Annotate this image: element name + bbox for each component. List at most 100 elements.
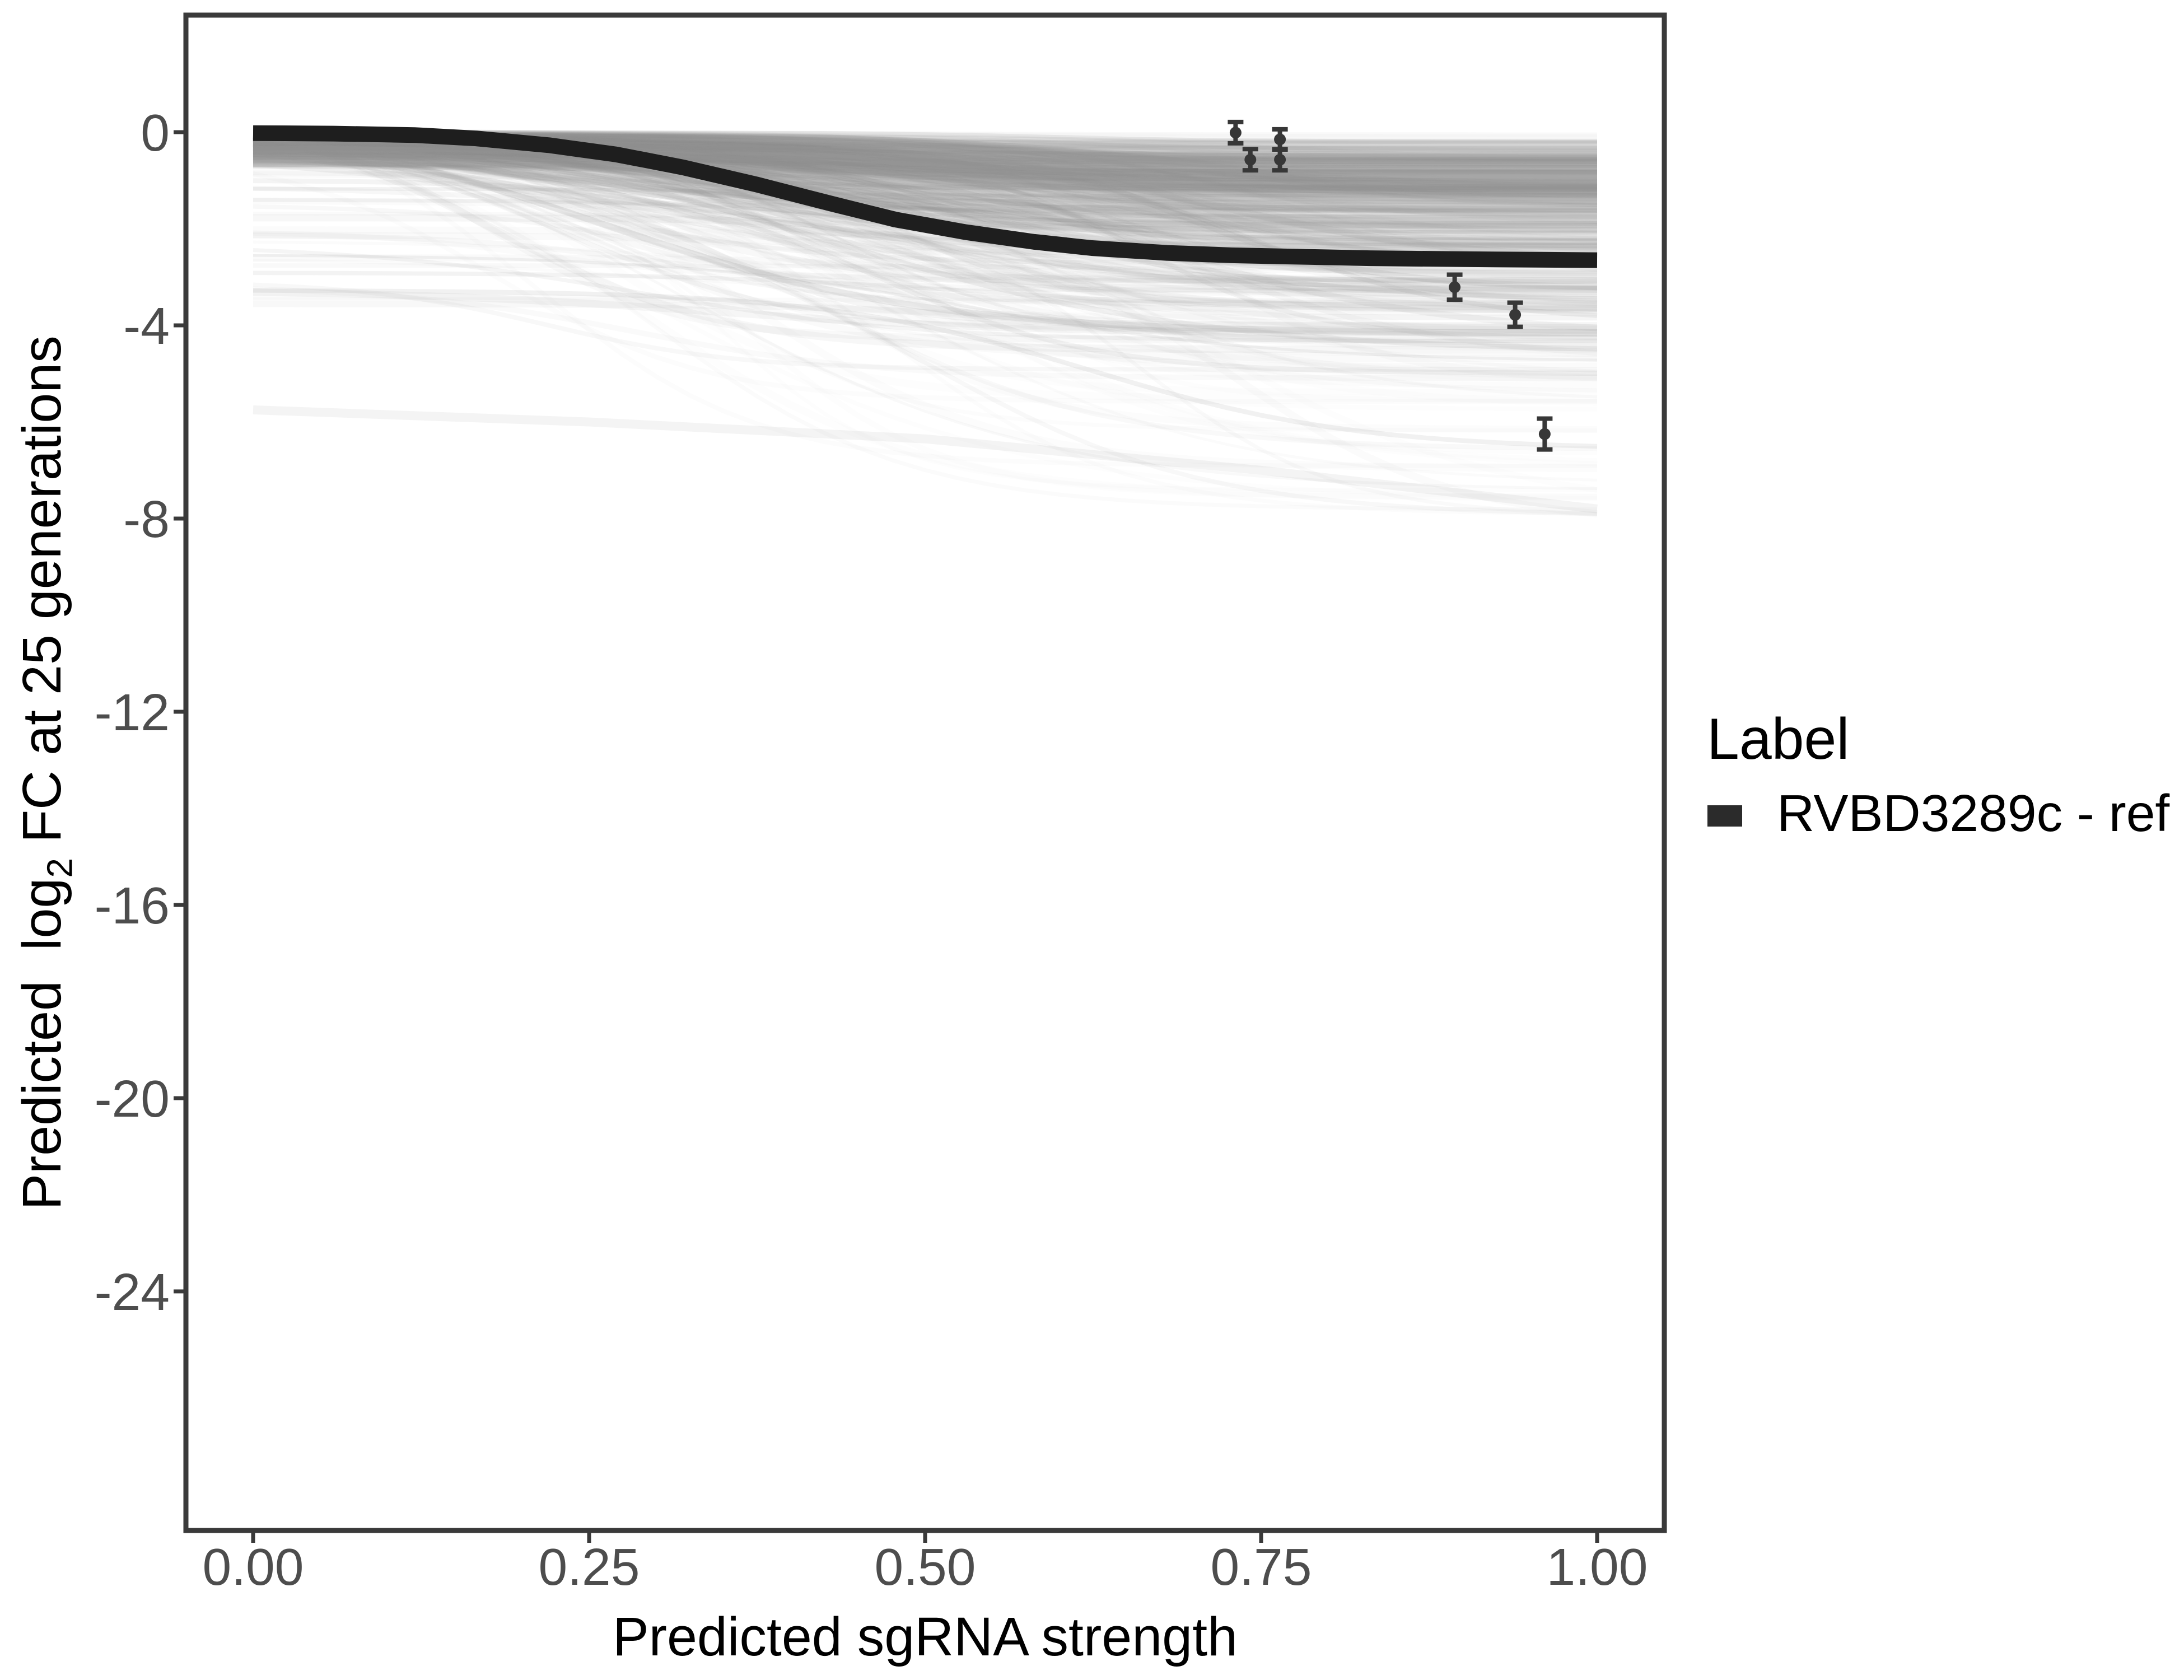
ensemble-curve (253, 156, 1598, 346)
ensemble-curve (253, 142, 1598, 227)
ensemble-curve (253, 143, 1597, 163)
ensemble-curve (253, 144, 1598, 181)
ensemble-curve (253, 139, 1598, 199)
ensemble-curve (253, 158, 1597, 283)
ensemble-curve (253, 145, 1597, 219)
x-tick-label: 0.50 (874, 1538, 976, 1596)
ensemble-curve (253, 158, 1598, 249)
error-bar-point (1507, 300, 1523, 329)
ensemble-curve (253, 148, 1598, 239)
ensemble-curve (253, 142, 1597, 171)
ensemble-curve (253, 138, 1598, 234)
ensemble-curve (253, 152, 1598, 232)
ensemble-curve (253, 133, 1598, 337)
ensemble-curve (253, 138, 1597, 217)
data-point-dot (1538, 428, 1551, 440)
legend-key-line-swatch (1707, 805, 1742, 827)
ensemble-curve (253, 144, 1597, 166)
reference-curve (253, 125, 1598, 268)
ensemble-curve (253, 152, 1598, 284)
ensemble-curve (253, 141, 1598, 183)
ensemble-curve (253, 143, 1598, 169)
legend-title: Label (1707, 707, 1850, 772)
ensemble-curve (253, 153, 1598, 186)
ensemble-curve (253, 174, 1598, 206)
ensemble-curve (253, 143, 1598, 197)
ensemble-curve (253, 150, 1598, 226)
y-tick-label: -20 (95, 1070, 170, 1128)
ensemble-curve (253, 143, 1598, 204)
ensemble-curve (253, 146, 1597, 303)
ensemble-curve (253, 301, 1598, 349)
ensemble-curve (253, 160, 1598, 276)
ensemble-curve (253, 158, 1598, 208)
ensemble-curve (253, 185, 1597, 210)
ensemble-curve (253, 153, 1597, 241)
x-axis-title: Predicted sgRNA strength (612, 1606, 1238, 1667)
ensemble-curve (253, 149, 1598, 208)
ensemble-curve (253, 145, 1597, 181)
ensemble-curve (253, 155, 1597, 201)
ensemble-curve (253, 286, 1597, 381)
ensemble-curve (253, 153, 1598, 205)
ensemble-curve (253, 148, 1597, 179)
error-bar-point (1537, 416, 1553, 452)
ensemble-curve (253, 134, 1597, 200)
ensemble-curve (253, 140, 1597, 197)
outlier-curve (253, 405, 1598, 514)
ensemble-curve (253, 134, 1598, 245)
ensemble-curve (253, 133, 1598, 220)
y-tick-label: -24 (95, 1263, 170, 1321)
ensemble-curve (253, 152, 1597, 174)
data-point-dot (1244, 153, 1257, 166)
ensemble-curve (253, 143, 1598, 188)
y-tick-label: 0 (141, 104, 170, 162)
x-tick-label: 0.25 (538, 1538, 640, 1596)
ensemble-curve (253, 204, 1598, 516)
ensemble-curve (253, 150, 1598, 189)
error-bar-point (1242, 147, 1258, 173)
ensemble-curve (253, 137, 1597, 191)
ensemble-curve (253, 288, 1598, 337)
ensemble-curve (253, 142, 1597, 334)
ensemble-curve (253, 134, 1598, 490)
ensemble-curve (252, 133, 1597, 343)
ensemble-curve (253, 144, 1597, 195)
ensemble-curve (253, 143, 1597, 174)
ensemble-curve (253, 150, 1598, 260)
data-point-dot (1229, 127, 1242, 139)
ensemble-curve (253, 164, 1598, 189)
ensemble-curve (253, 137, 1598, 335)
ensemble-curve (253, 151, 1598, 290)
ensemble-curve (253, 145, 1598, 356)
ensemble-curve (253, 151, 1597, 309)
ensemble-curve (253, 254, 1597, 292)
ensemble-curve (253, 136, 1597, 191)
ensemble-curve (253, 143, 1597, 195)
ensemble-curve (253, 155, 1597, 162)
ensemble-curve (253, 143, 1597, 166)
ensemble-curve (253, 144, 1597, 164)
ensemble-curve (253, 288, 1598, 449)
ensemble-curve (253, 149, 1598, 211)
ensemble-curve (253, 141, 1598, 245)
ensemble-curve (253, 156, 1597, 225)
ensemble-curve (253, 254, 1598, 362)
ensemble-curve (253, 134, 1598, 330)
ensemble-curve (253, 240, 1598, 298)
ensemble-curve (253, 178, 1598, 376)
ensemble-curve (253, 146, 1597, 174)
ensemble-curve (253, 137, 1598, 182)
ensemble-curve (253, 136, 1598, 193)
ensemble-curve (253, 143, 1598, 198)
y-tick-label: -4 (123, 297, 170, 355)
ensemble-curve (253, 154, 1598, 169)
ensemble-curves (252, 129, 1598, 516)
ensemble-curve (253, 156, 1597, 189)
ensemble-curve (253, 146, 1597, 284)
ensemble-curve (253, 164, 1598, 289)
ensemble-curve (253, 146, 1598, 177)
ensemble-curve (253, 141, 1597, 293)
ensemble-curve (253, 282, 1597, 372)
panel-border (183, 12, 1667, 1533)
